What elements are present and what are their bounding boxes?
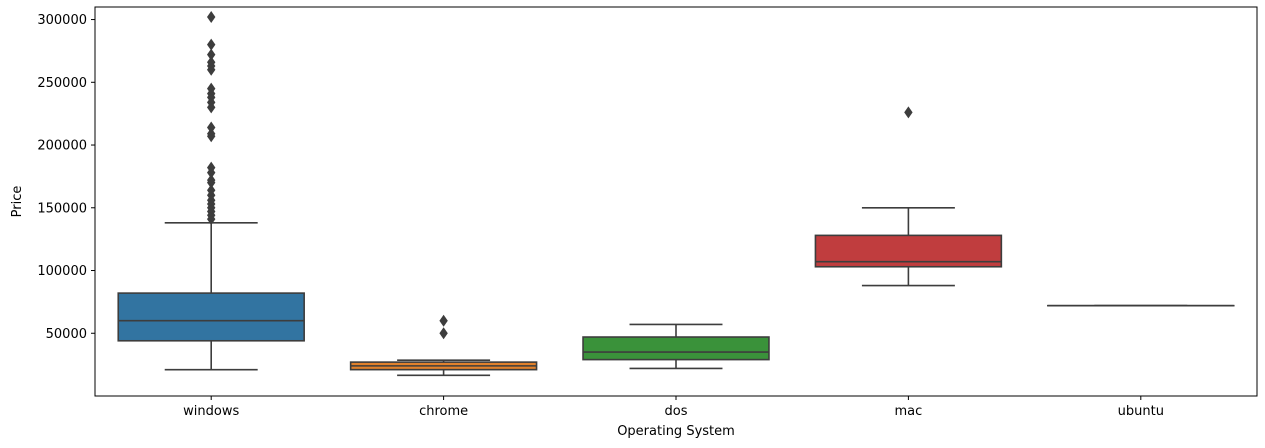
x-tick-label: mac <box>895 404 923 419</box>
outlier-point <box>207 48 216 61</box>
outlier-point <box>439 327 448 340</box>
x-tick-label: dos <box>665 404 688 419</box>
y-axis: 50000 100000 150000 200000 250000 300000 <box>37 13 95 342</box>
x-axis: windows chrome dos mac ubuntu <box>183 396 1164 419</box>
x-tick-label: windows <box>183 404 239 419</box>
box-group-windows <box>117 11 305 371</box>
y-tick-label: 300000 <box>37 13 87 28</box>
y-axis-title: Price <box>10 186 25 218</box>
outlier-point <box>207 11 216 24</box>
x-tick-label: ubuntu <box>1118 404 1164 419</box>
box-windows <box>117 292 305 342</box>
outlier-point <box>207 38 216 51</box>
outlier-point <box>207 161 216 174</box>
box-group-dos <box>582 323 770 370</box>
outlier-point <box>207 56 216 69</box>
outlier-point <box>207 127 216 140</box>
outlier-point <box>207 82 216 95</box>
outlier-point <box>207 174 216 187</box>
y-tick-label: 200000 <box>37 139 87 154</box>
box-group-mac <box>814 106 1003 287</box>
outlier-point <box>207 121 216 134</box>
y-tick-label: 150000 <box>37 201 87 216</box>
plot-area <box>117 11 1235 377</box>
y-tick-label: 100000 <box>37 264 87 279</box>
outlier-point <box>904 106 913 119</box>
y-tick-label: 250000 <box>37 76 87 91</box>
box-group-chrome <box>349 314 538 377</box>
x-tick-label: chrome <box>419 404 468 419</box>
y-tick-label: 50000 <box>46 327 87 342</box>
x-axis-title: Operating System <box>617 424 735 439</box>
outlier-point <box>207 184 216 197</box>
outlier-point <box>439 314 448 327</box>
box-dos <box>582 336 770 361</box>
